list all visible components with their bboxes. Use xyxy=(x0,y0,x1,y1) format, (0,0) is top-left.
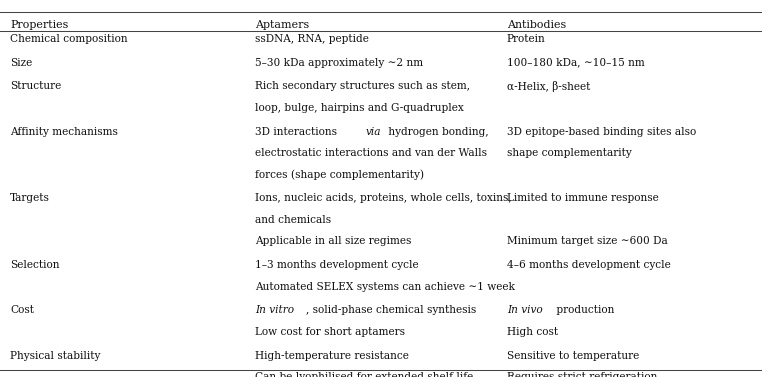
Text: Size: Size xyxy=(10,58,32,68)
Text: 4–6 months development cycle: 4–6 months development cycle xyxy=(507,260,671,270)
Text: Requires strict refrigeration: Requires strict refrigeration xyxy=(507,372,657,377)
Text: 5–30 kDa approximately ∼2 nm: 5–30 kDa approximately ∼2 nm xyxy=(255,58,424,68)
Text: Properties: Properties xyxy=(10,20,69,30)
Text: High-temperature resistance: High-temperature resistance xyxy=(255,351,409,361)
Text: Minimum target size ∼600 Da: Minimum target size ∼600 Da xyxy=(507,236,668,247)
Text: Antibodies: Antibodies xyxy=(507,20,566,30)
Text: shape complementarity: shape complementarity xyxy=(507,148,632,158)
Text: electrostatic interactions and van der Walls: electrostatic interactions and van der W… xyxy=(255,148,487,158)
Text: In vitro: In vitro xyxy=(255,305,294,316)
Text: loop, bulge, hairpins and G-quadruplex: loop, bulge, hairpins and G-quadruplex xyxy=(255,103,464,113)
Text: Affinity mechanisms: Affinity mechanisms xyxy=(10,127,118,137)
Text: Structure: Structure xyxy=(10,81,61,92)
Text: Targets: Targets xyxy=(10,193,50,204)
Text: Cost: Cost xyxy=(10,305,34,316)
Text: Automated SELEX systems can achieve ∼1 week: Automated SELEX systems can achieve ∼1 w… xyxy=(255,282,515,292)
Text: Physical stability: Physical stability xyxy=(10,351,101,361)
Text: Limited to immune response: Limited to immune response xyxy=(507,193,658,204)
Text: High cost: High cost xyxy=(507,327,558,337)
Text: In vivo: In vivo xyxy=(507,305,543,316)
Text: production: production xyxy=(553,305,614,316)
Text: Rich secondary structures such as stem,: Rich secondary structures such as stem, xyxy=(255,81,470,92)
Text: via: via xyxy=(366,127,381,137)
Text: 100–180 kDa, ∼10–15 nm: 100–180 kDa, ∼10–15 nm xyxy=(507,58,645,68)
Text: Aptamers: Aptamers xyxy=(255,20,309,30)
Text: hydrogen bonding,: hydrogen bonding, xyxy=(386,127,489,137)
Text: ssDNA, RNA, peptide: ssDNA, RNA, peptide xyxy=(255,34,369,44)
Text: Low cost for short aptamers: Low cost for short aptamers xyxy=(255,327,405,337)
Text: Chemical composition: Chemical composition xyxy=(10,34,127,44)
Text: Can be lyophilised for extended shelf life: Can be lyophilised for extended shelf li… xyxy=(255,372,473,377)
Text: Selection: Selection xyxy=(10,260,59,270)
Text: 3D interactions: 3D interactions xyxy=(255,127,341,137)
Text: Sensitive to temperature: Sensitive to temperature xyxy=(507,351,639,361)
Text: 3D epitope-based binding sites also: 3D epitope-based binding sites also xyxy=(507,127,696,137)
Text: and chemicals: and chemicals xyxy=(255,215,331,225)
Text: , solid-phase chemical synthesis: , solid-phase chemical synthesis xyxy=(306,305,476,316)
Text: 1–3 months development cycle: 1–3 months development cycle xyxy=(255,260,419,270)
Text: Ions, nucleic acids, proteins, whole cells, toxins,: Ions, nucleic acids, proteins, whole cel… xyxy=(255,193,512,204)
Text: α-Helix, β-sheet: α-Helix, β-sheet xyxy=(507,81,590,92)
Text: Protein: Protein xyxy=(507,34,546,44)
Text: forces (shape complementarity): forces (shape complementarity) xyxy=(255,170,424,180)
Text: Applicable in all size regimes: Applicable in all size regimes xyxy=(255,236,411,247)
